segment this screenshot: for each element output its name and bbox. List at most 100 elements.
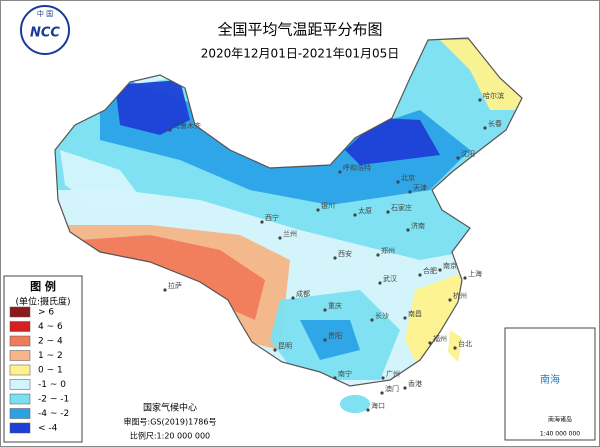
city-dot xyxy=(333,256,337,260)
city-label: 合肥 xyxy=(423,266,437,275)
city-label: 西安 xyxy=(338,249,352,258)
legend-label: 0 ~ 1 xyxy=(38,366,63,376)
city-dot xyxy=(291,296,295,300)
city-label: 广州 xyxy=(386,369,400,378)
legend-swatch xyxy=(9,364,31,376)
city-label: 南京 xyxy=(443,261,457,270)
city-dot xyxy=(370,318,374,322)
city-label: 沈阳 xyxy=(461,149,475,158)
city-label: 武汉 xyxy=(383,274,397,283)
city-label: 香港 xyxy=(408,379,422,388)
legend-swatch xyxy=(9,335,31,347)
city-dot xyxy=(316,208,320,212)
city-dot xyxy=(396,180,400,184)
city-dot xyxy=(403,386,407,390)
legend-swatch xyxy=(9,379,31,390)
city-dot xyxy=(168,128,172,132)
city-dot xyxy=(333,376,337,380)
legend-label: 1 ~ 2 xyxy=(38,351,63,361)
city-label: 昆明 xyxy=(278,342,292,350)
city-dot xyxy=(408,190,412,194)
legend-label: -2 ~ -1 xyxy=(38,395,69,405)
city-label: 石家庄 xyxy=(391,203,412,212)
logo-top: 中 国 xyxy=(37,9,53,18)
footer-scale: 比例尺:1:20 000 000 xyxy=(130,431,210,441)
city-label: 重庆 xyxy=(328,301,342,310)
city-label: 澳门 xyxy=(385,384,399,393)
city-label: 银川 xyxy=(321,201,335,210)
legend-swatch xyxy=(9,321,31,332)
legend-label: > 6 xyxy=(38,308,54,318)
city-label: 郑州 xyxy=(381,247,395,255)
city-label: 福州 xyxy=(433,334,447,343)
footer-approval: 审图号:GS(2019)1786号 xyxy=(124,417,217,427)
city-dot xyxy=(366,408,370,412)
legend-title: 图 例 xyxy=(30,279,56,293)
city-label: 天津 xyxy=(413,184,427,192)
legend-swatch xyxy=(9,422,31,434)
inset-sea: 南海 xyxy=(540,373,560,386)
city-label: 长春 xyxy=(488,119,502,128)
city-dot xyxy=(478,98,482,102)
logo-text: NCC xyxy=(30,26,60,41)
city-dot xyxy=(378,281,382,285)
city-dot xyxy=(380,391,384,395)
city-label: 长沙 xyxy=(375,311,389,320)
region xyxy=(115,80,190,135)
city-dot xyxy=(483,126,487,130)
city-dot xyxy=(418,273,422,277)
city-label: 呼和浩特 xyxy=(343,163,371,172)
legend-label: 4 ~ 6 xyxy=(38,322,63,332)
border xyxy=(54,37,523,387)
city-dot xyxy=(323,308,327,312)
city-label: 台北 xyxy=(458,339,472,348)
city-label: 兰州 xyxy=(283,229,297,238)
city-dot xyxy=(386,210,390,214)
city-dot xyxy=(403,316,407,320)
legend-label: 2 ~ 4 xyxy=(38,337,63,347)
city-dot xyxy=(323,338,327,342)
city-dot xyxy=(453,346,457,350)
subtitle: 2020年12月01日-2021年01月05日 xyxy=(201,47,400,61)
legend-label: < -4 xyxy=(38,424,58,434)
legend-swatch xyxy=(9,306,31,318)
city-dot xyxy=(463,276,467,280)
city-dot xyxy=(338,170,342,174)
region xyxy=(300,320,360,360)
city-label: 哈尔滨 xyxy=(483,91,504,100)
city-dot xyxy=(428,341,432,345)
city-dot xyxy=(353,213,357,217)
city-label: 济南 xyxy=(411,221,425,230)
legend-swatch xyxy=(9,393,31,405)
city-dot xyxy=(376,253,380,257)
city-label: 西宁 xyxy=(265,213,279,222)
inset-box xyxy=(504,327,596,441)
footer-org: 国家气候中心 xyxy=(143,402,197,414)
city-dot xyxy=(406,228,410,232)
city-label: 贵阳 xyxy=(328,331,342,340)
legend-unit: (单位:摄氏度) xyxy=(15,296,70,308)
city-dot xyxy=(438,268,442,272)
city-dot xyxy=(163,288,167,292)
region xyxy=(405,270,470,370)
legend-swatch xyxy=(9,350,31,361)
city-dot xyxy=(260,220,264,224)
inset-scale: 1:40 000 000 xyxy=(540,431,580,438)
city-label: 杭州 xyxy=(453,291,467,300)
city-label: 南昌 xyxy=(408,309,422,318)
legend-label: -1 ~ 0 xyxy=(38,380,66,390)
city-label: 海口 xyxy=(371,401,385,410)
city-label: 北京 xyxy=(401,173,415,182)
legend-label: -4 ~ -2 xyxy=(38,409,69,419)
city-label: 成都 xyxy=(296,289,310,298)
city-dot xyxy=(273,348,277,352)
city-label: 南宁 xyxy=(338,369,352,378)
city-label: 乌鲁木齐 xyxy=(173,121,201,130)
city-dot xyxy=(381,376,385,380)
city-label: 拉萨 xyxy=(168,281,182,290)
logo-ring xyxy=(20,5,70,55)
city-dot xyxy=(448,298,452,302)
city-label: 上海 xyxy=(468,269,482,278)
city-dot xyxy=(278,236,282,240)
